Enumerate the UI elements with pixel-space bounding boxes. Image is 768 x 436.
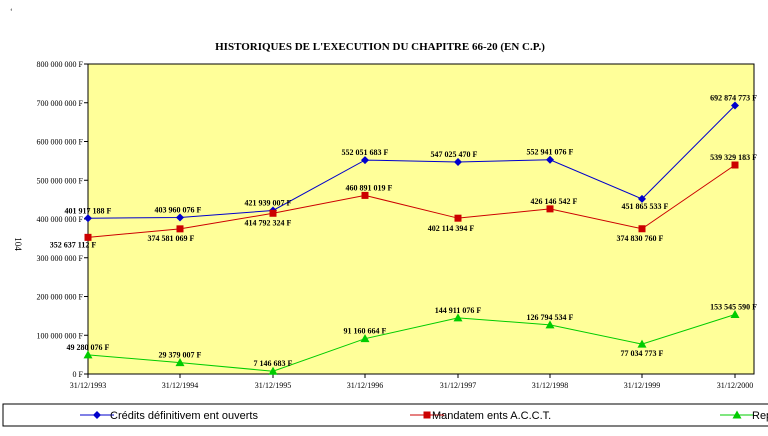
data-point xyxy=(454,158,462,167)
y-tick-label: 300 000 000 F xyxy=(37,254,84,263)
x-tick-label: 31/12/1999 xyxy=(624,381,660,390)
data-label: 29 379 007 F xyxy=(159,351,202,360)
series-layer: 401 917 188 F 403 960 076 F 421 939 007 F 5… xyxy=(50,94,757,375)
data-label: 539 329 183 F xyxy=(710,153,757,162)
data-point xyxy=(361,191,369,199)
data-label: 91 160 664 F xyxy=(344,327,387,336)
data-point xyxy=(637,339,647,348)
data-point xyxy=(546,205,554,213)
legend-label: Mandatem ents A.C.C.T. xyxy=(432,410,551,422)
data-label: 374 581 069 F xyxy=(148,234,195,243)
data-label: 153 545 590 F xyxy=(710,303,757,312)
data-point xyxy=(546,155,554,164)
data-label: 144 911 076 F xyxy=(435,306,482,315)
legend-marker xyxy=(93,411,101,419)
data-label: 547 025 470 F xyxy=(431,150,478,159)
series-line xyxy=(87,105,736,219)
data-label: 77 034 773 F xyxy=(621,349,664,358)
data-point xyxy=(731,101,739,110)
data-point xyxy=(83,350,93,359)
data-point xyxy=(638,194,646,203)
data-point xyxy=(360,334,370,343)
data-point xyxy=(269,209,277,217)
data-label: 426 146 542 F xyxy=(531,197,578,206)
x-tick-label: 31/12/1995 xyxy=(255,381,291,390)
y-tick-label: 100 000 000 F xyxy=(37,331,84,340)
y-tick-label: 600 000 000 F xyxy=(37,138,84,147)
data-point xyxy=(730,310,740,319)
legend-label: Crédits définitivem ent ouverts xyxy=(110,410,258,422)
data-point xyxy=(175,358,185,367)
series-1: 401 917 188 F 403 960 076 F 421 939 007 F 5… xyxy=(65,94,757,223)
data-point xyxy=(176,225,184,233)
data-label: 374 830 760 F xyxy=(617,234,664,243)
data-label: 401 917 188 F xyxy=(65,206,112,215)
data-label: 352 637 112 F xyxy=(50,240,97,249)
y-tick-label: 500 000 000 F xyxy=(37,176,84,185)
x-tick-label: 31/12/1994 xyxy=(162,381,198,390)
data-label: 552 051 683 F xyxy=(342,148,389,157)
chart-title: HISTORIQUES DE L'EXECUTION DU CHAPITRE 6… xyxy=(215,41,545,53)
data-label: 451 865 533 F xyxy=(622,202,669,211)
data-point xyxy=(638,225,646,233)
data-point xyxy=(361,156,369,165)
corner-mark: ʻ xyxy=(10,7,13,16)
legend-marker xyxy=(732,410,742,419)
series-line xyxy=(87,314,736,372)
y-tick-label: 800 000 000 F xyxy=(37,60,84,69)
data-point xyxy=(268,366,278,375)
series-2: 352 637 112 F 374 581 069 F 414 792 324 F 4… xyxy=(50,153,757,249)
data-label: 402 114 394 F xyxy=(428,224,475,233)
data-label: 49 280 076 F xyxy=(67,343,110,352)
data-point xyxy=(176,213,184,222)
data-point xyxy=(454,214,462,222)
series-line xyxy=(87,164,736,238)
series-3: 49 280 076 F 29 379 007 F 7 146 683 F 91 16… xyxy=(67,303,757,375)
data-label: 414 792 324 F xyxy=(245,218,292,227)
legend-label: Rep xyxy=(752,410,768,422)
data-point xyxy=(453,313,463,322)
x-tick-label: 31/12/1997 xyxy=(440,381,476,390)
legend-marker xyxy=(423,411,431,419)
y-tick-label: 0 F xyxy=(73,370,84,379)
data-point xyxy=(84,214,92,223)
legend: Crédits définitivem ent ouverts Mandatem … xyxy=(2,403,768,427)
plot-area xyxy=(87,63,755,375)
data-point xyxy=(545,320,555,329)
data-label: 403 960 076 F xyxy=(155,205,202,214)
data-label: 692 874 773 F xyxy=(710,94,757,103)
data-label: 126 794 534 F xyxy=(527,313,574,322)
y-tick-label: 400 000 000 F xyxy=(37,215,84,224)
data-label: 460 891 019 F xyxy=(346,183,393,192)
data-point xyxy=(84,233,92,241)
side-label: 104 xyxy=(13,237,23,251)
data-label: 421 939 007 F xyxy=(245,198,292,207)
x-tick-label: 31/12/1996 xyxy=(347,381,383,390)
x-tick-label: 31/12/1998 xyxy=(532,381,568,390)
x-tick-label: 31/12/1993 xyxy=(70,381,106,390)
axes: 0 F 100 000 000 F 200 000 000 F 300 000 000… xyxy=(37,60,754,390)
data-label: 7 146 683 F xyxy=(254,359,293,368)
y-tick-label: 200 000 000 F xyxy=(37,293,84,302)
x-tick-label: 31/12/2000 xyxy=(717,381,753,390)
legend-box xyxy=(2,403,768,427)
y-tick-label: 700 000 000 F xyxy=(37,99,84,108)
data-point xyxy=(731,161,739,169)
data-label: 552 941 076 F xyxy=(527,148,574,157)
